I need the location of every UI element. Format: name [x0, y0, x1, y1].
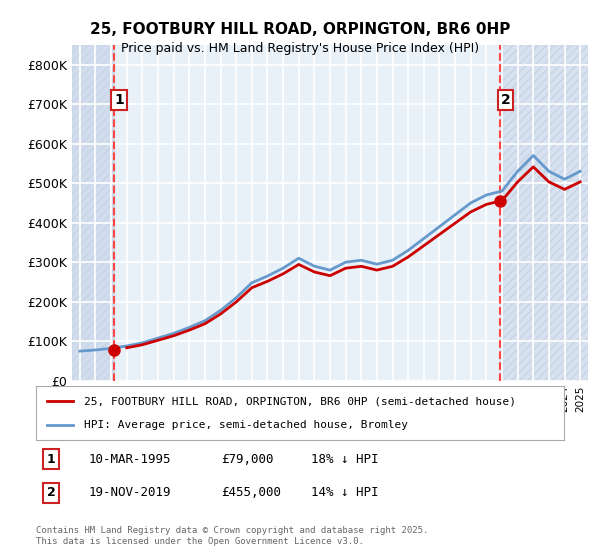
Text: 1: 1 — [47, 452, 55, 466]
Bar — [500, 45, 588, 381]
Bar — [500, 45, 588, 381]
Bar — [72, 45, 114, 381]
Text: 18% ↓ HPI: 18% ↓ HPI — [311, 452, 378, 466]
Text: HPI: Average price, semi-detached house, Bromley: HPI: Average price, semi-detached house,… — [83, 419, 407, 430]
Text: £455,000: £455,000 — [221, 486, 281, 500]
Text: 10-MAR-1995: 10-MAR-1995 — [89, 452, 172, 466]
Text: 1: 1 — [114, 93, 124, 107]
Text: Contains HM Land Registry data © Crown copyright and database right 2025.
This d: Contains HM Land Registry data © Crown c… — [36, 526, 428, 546]
Text: Price paid vs. HM Land Registry's House Price Index (HPI): Price paid vs. HM Land Registry's House … — [121, 42, 479, 55]
Text: 25, FOOTBURY HILL ROAD, ORPINGTON, BR6 0HP (semi-detached house): 25, FOOTBURY HILL ROAD, ORPINGTON, BR6 0… — [83, 396, 515, 407]
Text: 25, FOOTBURY HILL ROAD, ORPINGTON, BR6 0HP: 25, FOOTBURY HILL ROAD, ORPINGTON, BR6 0… — [90, 22, 510, 38]
Text: 2: 2 — [47, 486, 55, 500]
Text: 2: 2 — [500, 93, 510, 107]
Text: £79,000: £79,000 — [221, 452, 273, 466]
Text: 14% ↓ HPI: 14% ↓ HPI — [311, 486, 378, 500]
Bar — [72, 45, 114, 381]
Text: 19-NOV-2019: 19-NOV-2019 — [89, 486, 172, 500]
